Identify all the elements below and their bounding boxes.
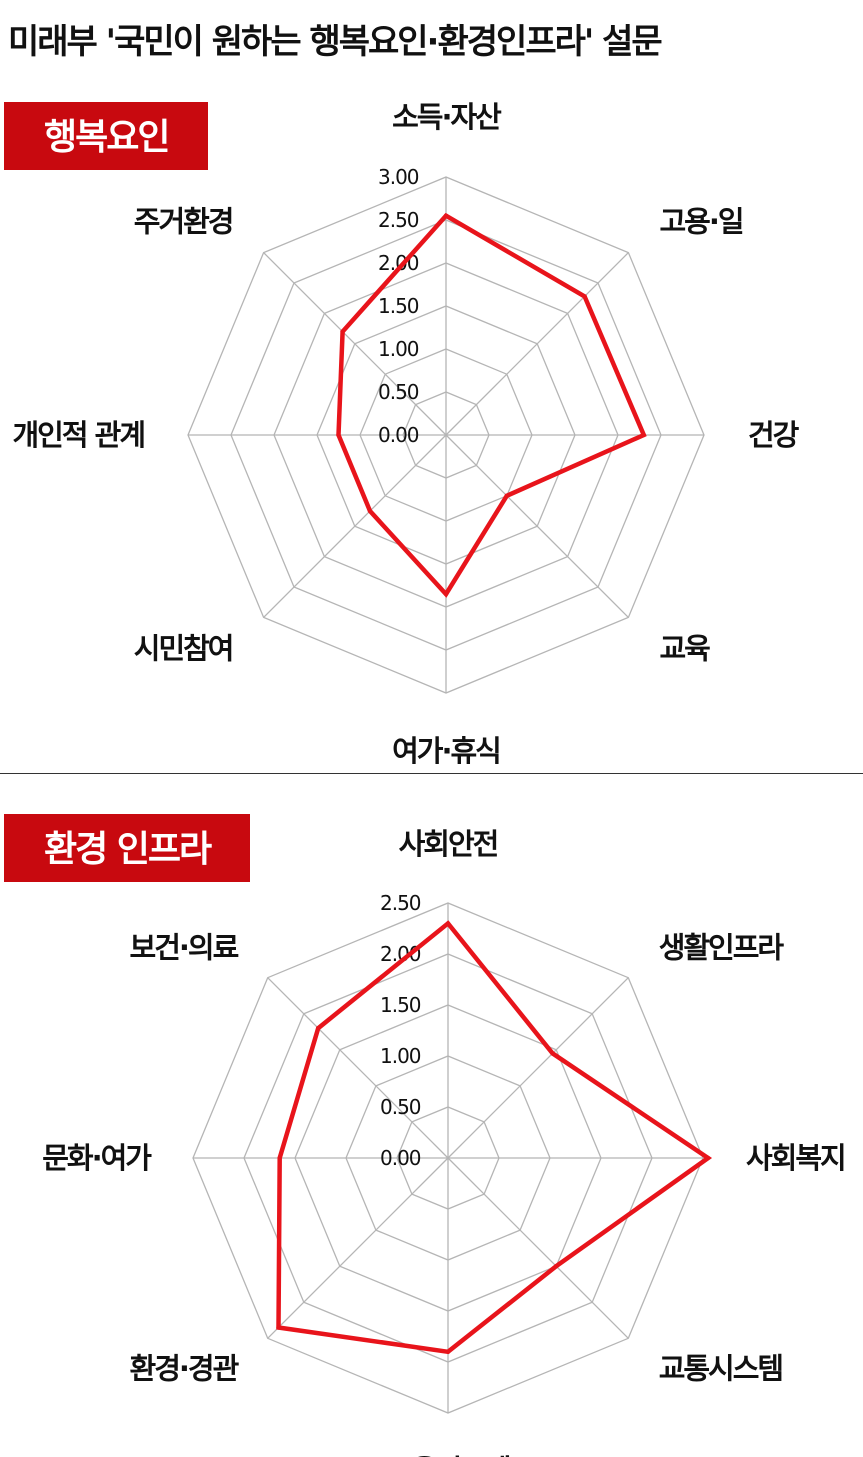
happiness-tick-label: 3.00 xyxy=(378,165,419,189)
section-divider xyxy=(0,773,863,774)
happiness-factors-badge: 행복요인 xyxy=(4,102,209,170)
infra-tick-label: 1.00 xyxy=(380,1044,421,1068)
infra-axis-spoke xyxy=(267,977,449,1159)
infra-data-point xyxy=(445,921,451,926)
infra-data-point xyxy=(550,1051,555,1056)
infra-tick-label: 1.50 xyxy=(380,993,421,1017)
happiness-tick-label: 1.50 xyxy=(378,294,419,318)
infra-axis-spoke xyxy=(447,977,629,1159)
happiness-data-point xyxy=(336,432,341,438)
happiness-category-label: 시민참여 xyxy=(134,632,233,666)
happiness-tick-label: 2.50 xyxy=(378,208,419,232)
happiness-category-label: 여가·휴식 xyxy=(392,734,500,768)
infra-data-point xyxy=(277,1155,282,1161)
happiness-data-point xyxy=(582,294,587,299)
infra-tick-label: 0.00 xyxy=(380,1146,421,1170)
happiness-category-label: 주거환경 xyxy=(134,205,233,239)
happiness-axis-spoke xyxy=(445,434,629,618)
infra-data-point xyxy=(554,1264,559,1269)
infra-data-point xyxy=(445,1349,451,1354)
happiness-axis-spoke xyxy=(263,252,447,436)
happiness-factors-radar-chart: 0.000.501.001.502.002.503.00소득·자산고용·일건강교… xyxy=(13,100,802,768)
environment-infra-section: 환경 인프라 0.00 0.50 1.00 1.50 2.00 2.50 사회안전 생활인프라… xyxy=(0,800,863,1457)
happiness-category-label: 개인적 관계 xyxy=(13,418,145,452)
happiness-data-point xyxy=(443,213,449,218)
happiness-category-label: 건강 xyxy=(748,418,800,452)
infra-category-label: 교통시스템 xyxy=(659,1352,783,1386)
infra-data-point xyxy=(316,1026,321,1031)
happiness-data-point xyxy=(443,591,449,597)
infra-category-label: 문화·여가 xyxy=(42,1141,152,1175)
infra-category-label: 사회복지 xyxy=(746,1141,845,1175)
environment-infra-radar-chart: 0.000.501.001.502.002.50사회안전생활인프라사회복지교통시… xyxy=(42,827,846,1457)
infra-category-label: 생활인프라 xyxy=(659,930,785,964)
infra-category-label: 보건·의료 xyxy=(130,930,239,964)
infra-category-label: 환경·경관 xyxy=(130,1352,240,1386)
page-title: 미래부 '국민이 원하는 행복요인·환경인프라' 설문 xyxy=(8,22,663,62)
infra-axis-spoke xyxy=(267,1157,449,1339)
infra-category-label: 사회안전 xyxy=(399,827,498,861)
happiness-data-point xyxy=(340,329,345,334)
environment-infra-badge: 환경 인프라 xyxy=(4,814,251,882)
happiness-data-point xyxy=(641,432,646,438)
happiness-data-point xyxy=(367,508,373,514)
happiness-axis-spoke xyxy=(445,252,629,436)
infra-category-label: 교육시스템 xyxy=(386,1453,510,1457)
happiness-category-label: 고용·일 xyxy=(660,205,743,239)
infra-data-point xyxy=(705,1155,711,1161)
infra-axis-spoke xyxy=(447,1157,629,1339)
happiness-factors-section: 행복요인 0.00 0.50 1.00 1.50 2.00 2.50 3.00 소득·자산 고용… xyxy=(0,88,863,768)
happiness-data-point xyxy=(504,493,509,498)
infra-data-point xyxy=(276,1325,281,1330)
happiness-category-label: 교육 xyxy=(660,632,711,666)
happiness-axis-spoke xyxy=(263,434,447,618)
infra-tick-label: 2.50 xyxy=(380,891,421,915)
happiness-tick-label: 1.00 xyxy=(378,337,419,361)
happiness-category-label: 소득·자산 xyxy=(392,100,502,134)
happiness-tick-label: 0.50 xyxy=(378,380,419,404)
happiness-tick-label: 0.00 xyxy=(378,423,419,447)
infra-tick-label: 0.50 xyxy=(380,1095,421,1119)
